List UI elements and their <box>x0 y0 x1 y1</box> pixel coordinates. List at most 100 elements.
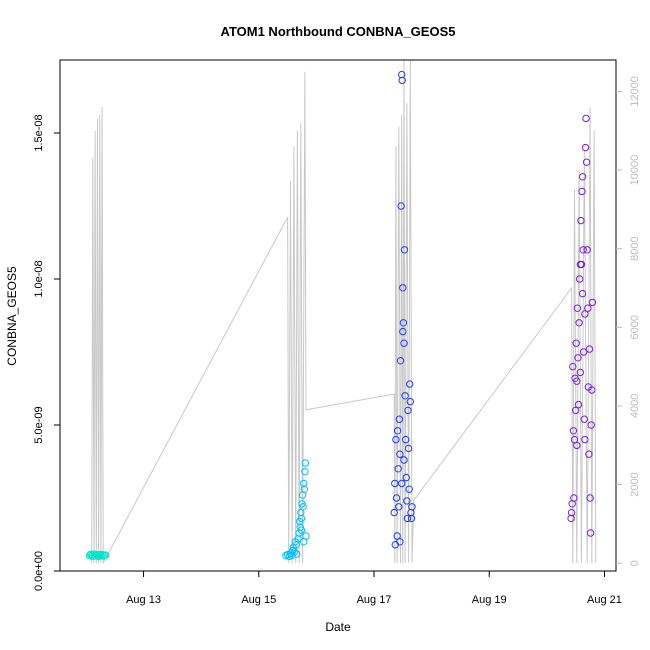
data-point-series-3 <box>408 503 416 511</box>
data-point-series-3 <box>396 450 404 458</box>
data-point-series-3 <box>405 485 413 493</box>
data-point-series-2 <box>290 548 299 556</box>
x-axis: Aug 13 Aug 15 Aug 17 Aug 19 Aug 21 <box>126 571 622 606</box>
x-tick-label: Aug 13 <box>126 594 161 606</box>
x-axis-label: Date <box>325 620 351 634</box>
data-point-series-2 <box>300 479 308 488</box>
data-point-series-3 <box>398 479 406 488</box>
data-point-series-4 <box>569 362 577 371</box>
data-point-series-3 <box>392 435 400 444</box>
y2-tick-label: 6000 <box>629 315 641 339</box>
data-point-series-3 <box>393 427 402 435</box>
data-point-series-4 <box>582 114 590 123</box>
y2-tick-label: 8000 <box>629 236 641 260</box>
data-point-series-4 <box>572 406 580 415</box>
plot-frame <box>59 59 617 572</box>
data-points <box>85 70 597 561</box>
y2-tick-label: 2000 <box>629 472 641 496</box>
data-point-series-3 <box>402 435 410 444</box>
data-point-series-4 <box>585 345 594 353</box>
data-point-series-2 <box>297 526 306 534</box>
data-point-series-3 <box>404 406 412 415</box>
data-point-series-3 <box>406 397 414 406</box>
data-point-series-4 <box>573 304 582 312</box>
data-point-series-3 <box>398 76 406 85</box>
data-point-series-2 <box>297 514 306 523</box>
data-point-series-3 <box>401 392 409 400</box>
data-point-series-3 <box>400 456 408 464</box>
data-point-series-3 <box>392 494 401 502</box>
data-point-series-2 <box>300 485 308 493</box>
data-point-series-4 <box>585 450 593 458</box>
data-point-series-3 <box>394 465 402 473</box>
data-point-series-4 <box>577 216 585 225</box>
data-point-series-4 <box>569 427 578 435</box>
y-axis: 0.0e+00 5.0e-09 1.0e-08 1.5e-08 <box>33 114 60 591</box>
data-point-series-2 <box>301 468 309 476</box>
data-point-series-1 <box>101 551 110 559</box>
data-point-series-4 <box>576 275 584 283</box>
data-point-series-4 <box>587 421 595 429</box>
data-point-series-4 <box>575 319 583 327</box>
data-point-series-3 <box>406 380 414 388</box>
data-point-series-4 <box>579 246 587 254</box>
data-point-series-4 <box>586 494 594 502</box>
chart-title: ATOM1 Northbound CONBNA_GEOS5 <box>221 24 456 39</box>
data-point-series-2 <box>293 550 301 558</box>
data-point-series-4 <box>573 441 581 450</box>
data-point-series-3 <box>395 415 404 423</box>
data-point-series-3 <box>400 339 408 347</box>
data-point-series-2 <box>301 459 310 467</box>
data-point-series-4 <box>580 348 588 356</box>
y2-axis: 0 2000 4000 6000 8000 10000 12000 <box>616 76 641 566</box>
data-point-series-4 <box>581 310 589 318</box>
data-point-series-4 <box>586 529 595 537</box>
data-point-series-3 <box>407 514 416 523</box>
data-point-series-4 <box>567 514 575 523</box>
x-tick-label: Aug 17 <box>357 594 392 606</box>
data-point-series-4 <box>584 304 592 312</box>
x-tick-label: Aug 21 <box>587 594 622 606</box>
data-point-series-3 <box>399 319 408 327</box>
data-point-series-4 <box>581 143 590 152</box>
data-point-series-3 <box>395 503 403 511</box>
y2-tick-label: 4000 <box>629 394 641 418</box>
data-point-series-1 <box>96 550 104 559</box>
data-point-series-2 <box>300 538 308 546</box>
data-point-series-4 <box>588 386 596 394</box>
data-point-series-4 <box>578 187 586 196</box>
data-point-series-3 <box>402 473 410 482</box>
data-point-series-3 <box>399 327 407 336</box>
y-tick-label: 0.0e+00 <box>33 551 45 591</box>
data-point-series-3 <box>404 444 413 453</box>
data-point-series-3 <box>399 284 407 292</box>
data-point-series-4 <box>574 400 583 409</box>
data-point-series-4 <box>576 368 584 377</box>
y-axis-label: CONBNA_GEOS5 <box>5 266 19 366</box>
y2-tick-label: 0 <box>629 560 641 566</box>
data-point-series-3 <box>391 479 399 488</box>
x-tick-label: Aug 15 <box>241 594 276 606</box>
altitude-trace <box>91 59 597 564</box>
data-point-series-4 <box>580 415 588 423</box>
data-point-series-4 <box>583 246 591 254</box>
data-point-series-3 <box>396 538 404 546</box>
x-tick-label: Aug 19 <box>472 594 507 606</box>
data-point-series-2 <box>299 503 307 511</box>
data-point-series-3 <box>396 357 405 365</box>
data-point-series-3 <box>398 70 406 79</box>
data-point-series-4 <box>573 377 581 385</box>
y2-tick-label: 10000 <box>629 155 641 186</box>
y2-tick-label: 12000 <box>629 76 641 107</box>
data-point-series-4 <box>588 298 597 307</box>
data-point-series-3 <box>403 497 411 505</box>
data-point-series-4 <box>572 339 580 347</box>
data-point-series-4 <box>581 435 589 444</box>
data-point-series-4 <box>570 494 578 502</box>
data-point-series-3 <box>403 514 412 523</box>
data-point-series-4 <box>582 158 591 166</box>
data-point-series-3 <box>400 246 409 254</box>
data-point-series-4 <box>578 289 587 298</box>
data-point-series-4 <box>574 354 582 362</box>
